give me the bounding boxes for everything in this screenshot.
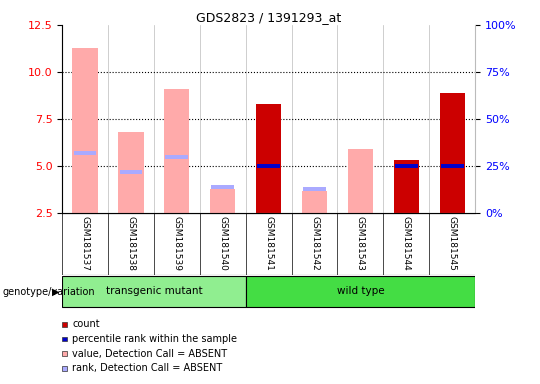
Title: GDS2823 / 1391293_at: GDS2823 / 1391293_at: [196, 11, 341, 24]
Bar: [210, 189, 235, 213]
Bar: [118, 132, 144, 213]
Text: GSM181540: GSM181540: [218, 216, 227, 271]
Text: transgenic mutant: transgenic mutant: [106, 286, 202, 296]
Text: count: count: [72, 319, 100, 329]
Bar: [119, 170, 143, 174]
Bar: [257, 164, 280, 168]
Bar: [62, 276, 246, 307]
Text: GSM181538: GSM181538: [126, 216, 136, 271]
Text: percentile rank within the sample: percentile rank within the sample: [72, 334, 237, 344]
Bar: [440, 93, 465, 213]
Text: GSM181544: GSM181544: [402, 216, 411, 271]
Bar: [72, 48, 98, 213]
Text: wild type: wild type: [336, 286, 384, 296]
Bar: [302, 190, 327, 213]
Bar: [303, 187, 326, 191]
Text: GSM181541: GSM181541: [264, 216, 273, 271]
Text: value, Detection Call = ABSENT: value, Detection Call = ABSENT: [72, 349, 227, 359]
Bar: [164, 89, 190, 213]
Bar: [395, 164, 418, 168]
Text: ▶: ▶: [52, 287, 60, 297]
Text: GSM181545: GSM181545: [448, 216, 457, 271]
Bar: [348, 149, 373, 213]
Bar: [441, 164, 464, 168]
Bar: [256, 104, 281, 213]
Text: GSM181537: GSM181537: [80, 216, 90, 271]
Text: genotype/variation: genotype/variation: [3, 287, 96, 297]
Bar: [246, 276, 475, 307]
Bar: [394, 161, 419, 213]
Text: rank, Detection Call = ABSENT: rank, Detection Call = ABSENT: [72, 363, 222, 373]
Bar: [211, 185, 234, 189]
Bar: [73, 151, 97, 155]
Text: GSM181543: GSM181543: [356, 216, 365, 271]
Text: GSM181542: GSM181542: [310, 216, 319, 271]
Bar: [165, 155, 188, 159]
Text: GSM181539: GSM181539: [172, 216, 181, 271]
